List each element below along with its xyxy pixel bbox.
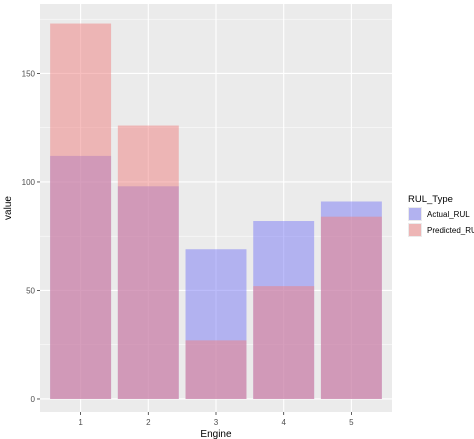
x-tick-label: 5 — [349, 418, 354, 427]
y-tick-label: 150 — [22, 69, 36, 78]
bar-predicted-rul-5 — [320, 216, 382, 399]
bar-predicted-rul-4 — [253, 286, 315, 399]
legend-label-predicted-rul: Predicted_RUL — [427, 226, 474, 235]
bar-predicted-rul-2 — [117, 125, 179, 399]
legend-title: RUL_Type — [408, 194, 453, 205]
y-tick-label: 50 — [26, 286, 35, 295]
legend-label-actual-rul: Actual_RUL — [427, 210, 470, 219]
bar-predicted-rul-3 — [185, 340, 247, 399]
x-axis: 1 2 3 4 5 — [78, 412, 354, 427]
bar-predicted-rul-1 — [50, 23, 112, 399]
y-axis-title: value — [3, 196, 14, 220]
y-axis: 0 50 100 150 — [22, 69, 40, 404]
x-tick-label: 1 — [78, 418, 83, 427]
bars-group — [50, 23, 382, 399]
y-tick-label: 0 — [31, 395, 36, 404]
y-tick-label: 100 — [22, 178, 36, 187]
x-axis-title: Engine — [200, 429, 232, 439]
legend: RUL_Type Actual_RUL Predicted_RUL — [408, 194, 474, 237]
legend-swatch-actual-rul — [409, 208, 421, 220]
x-tick-label: 4 — [281, 418, 286, 427]
x-tick-label: 3 — [214, 418, 219, 427]
x-tick-label: 2 — [146, 418, 151, 427]
legend-swatch-predicted-rul — [409, 224, 421, 236]
